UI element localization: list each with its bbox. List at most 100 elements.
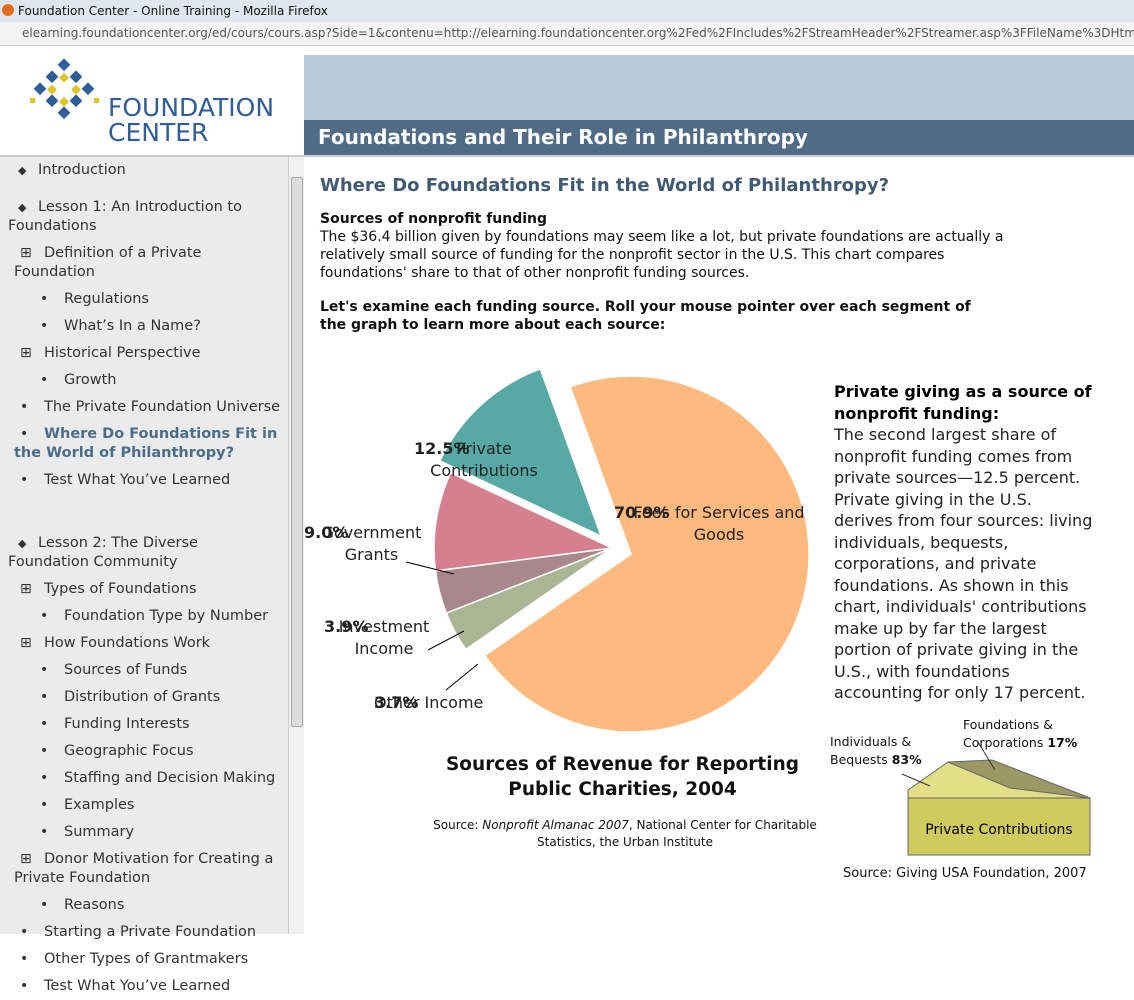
nav-icon: ⊞ [20,581,32,597]
nav-text: How Foundations Work [44,635,211,651]
nav-item[interactable]: • Reasons [0,892,288,919]
nav-icon: • [20,978,29,994]
nav-icon: ⊞ [20,345,32,361]
side-text: The second largest share of nonprofit fu… [834,425,1093,702]
wedge-label: Private Contributions [925,822,1072,838]
nav-icon: • [40,897,49,913]
instruction: Let's examine each funding source. Roll … [320,299,971,333]
nav-item[interactable]: • Test What You’ve Learned [0,973,288,1000]
side-title: Private giving as a source of nonprofit … [834,382,1092,423]
chart-title: Sources of Revenue for Reporting Public … [445,754,799,800]
banner [304,55,1134,120]
nav-item[interactable]: ◆ Introduction [0,157,288,184]
slice-name: Government Grants [321,523,422,564]
nav-item[interactable]: • Foundation Type by Number [0,603,288,630]
nav-icon: • [40,797,49,813]
nav-text: Starting a Private Foundation [44,924,257,940]
scrollbar[interactable] [288,157,304,934]
nav-icon: • [40,743,49,759]
nav-item[interactable]: • Summary [0,819,288,846]
nav-icon: • [40,716,49,732]
nav-text: Test What You’ve Learned [44,472,231,488]
nav-item[interactable]: • Where Do Foundations Fit in the World o… [0,421,288,467]
nav-item[interactable]: • Sources of Funds [0,657,288,684]
chart-source: Source: Nonprofit Almanac 2007, National… [433,818,817,849]
side-panel: Private giving as a source of nonprofit … [834,381,1094,704]
nav-text: Geographic Focus [64,743,194,759]
logo-line1: FOUNDATION [108,93,274,122]
nav-item[interactable]: • Test What You’ve Learned [0,467,288,494]
nav-item[interactable]: • The Private Foundation Universe [0,394,288,421]
nav-text: Examples [64,797,135,813]
nav-icon: • [40,689,49,705]
pie-slice[interactable] [483,375,810,733]
nav-text: The Private Foundation Universe [44,399,281,415]
logo-line2: CENTER [108,118,208,147]
nav-text: Introduction [38,162,126,178]
slice-name: Investment Income [338,617,430,658]
nav-icon: • [20,472,29,488]
window-title: Foundation Center - Online Training - Mo… [18,4,328,18]
pie-slice[interactable] [438,367,603,538]
title-bar: Foundation Center - Online Training - Mo… [0,0,1134,22]
nav-text: Definition of a Private Foundation [14,245,202,280]
nav-text: Foundation Type by Number [64,608,269,624]
nav-item[interactable]: • Geographic Focus [0,738,288,765]
nav-icon: ◆ [18,201,27,214]
nav-text: Staffing and Decision Making [64,770,276,786]
nav-item[interactable]: • Examples [0,792,288,819]
nav-item[interactable]: ⊞ Definition of a Private Foundation [0,240,288,286]
slice-name: Other Income [374,693,484,712]
nav-text: Distribution of Grants [64,689,221,705]
nav-item[interactable]: • Growth [0,367,288,394]
nav-icon: • [40,318,49,334]
wedge-part1: Individuals & Bequests 83% [830,734,922,767]
nav-item[interactable]: ⊞ Donor Motivation for Creating a Private… [0,846,288,892]
nav-text: Donor Motivation for Creating a Private … [14,851,274,886]
pie-slice[interactable] [433,471,615,572]
nav-item[interactable]: • Distribution of Grants [0,684,288,711]
nav-text: Historical Perspective [44,345,201,361]
nav-item[interactable]: • Staffing and Decision Making [0,765,288,792]
nav-item[interactable]: ⊞ Types of Foundations [0,576,288,603]
nav-text: Test What You’ve Learned [44,978,231,994]
nav-icon: • [20,426,29,442]
nav-item[interactable]: • Other Types of Grantmakers [0,946,288,973]
nav-item[interactable]: • Regulations [0,286,288,313]
nav-icon: ◆ [18,537,27,550]
nav-item[interactable]: ◆ Lesson 1: An Introduction to Foundation… [0,194,288,240]
slice-value: 3.7% [374,693,419,712]
nav-item[interactable]: • What’s In a Name? [0,313,288,340]
slice-name: Private Contributions [430,439,538,480]
nav-item[interactable]: ◆ Lesson 2: The Diverse Foundation Commun… [0,530,288,576]
nav-icon: • [40,770,49,786]
wedge-graphic: Private Contributions [901,741,1091,856]
intro: Sources of nonprofit funding The $36.4 b… [320,210,1010,282]
url-bar[interactable]: elearning.foundationcenter.org/ed/cours/… [0,22,1134,46]
nav-icon: • [20,924,29,940]
logo-mark [33,58,95,120]
nav-item[interactable]: • Funding Interests [0,711,288,738]
nav-item[interactable]: ⊞ Historical Perspective [0,340,288,367]
nav-icon: • [40,824,49,840]
nav-text: Other Types of Grantmakers [44,951,249,967]
url[interactable]: elearning.foundationcenter.org/ed/cours/… [22,26,1134,40]
divider [0,155,1134,157]
nav-text: Summary [64,824,135,840]
nav-icon: ⊞ [20,635,32,651]
nav-icon: • [20,951,29,967]
slice-value: 9.0% [304,523,349,542]
heading: Where Do Foundations Fit in the World of… [320,175,890,196]
nav-icon: • [40,291,49,307]
nav-text: Lesson 2: The Diverse Foundation Communi… [8,535,198,570]
nav-item[interactable]: • Starting a Private Foundation [0,919,288,946]
pie-labels: Fees for Services and Goods 70.9% Other In… [304,340,824,760]
logo[interactable]: FOUNDATION CENTER [0,46,304,156]
wedge-source: Source: Giving USA Foundation, 2007 [843,866,1087,881]
nav-text: Reasons [64,897,125,913]
sidebar-nav: ◆ Introduction ◆ Lesson 1: An Introduction … [0,157,288,994]
intro-text: The $36.4 billion given by foundations m… [320,229,1004,281]
nav-item[interactable]: ⊞ How Foundations Work [0,630,288,657]
nav-text: Types of Foundations [44,581,197,597]
